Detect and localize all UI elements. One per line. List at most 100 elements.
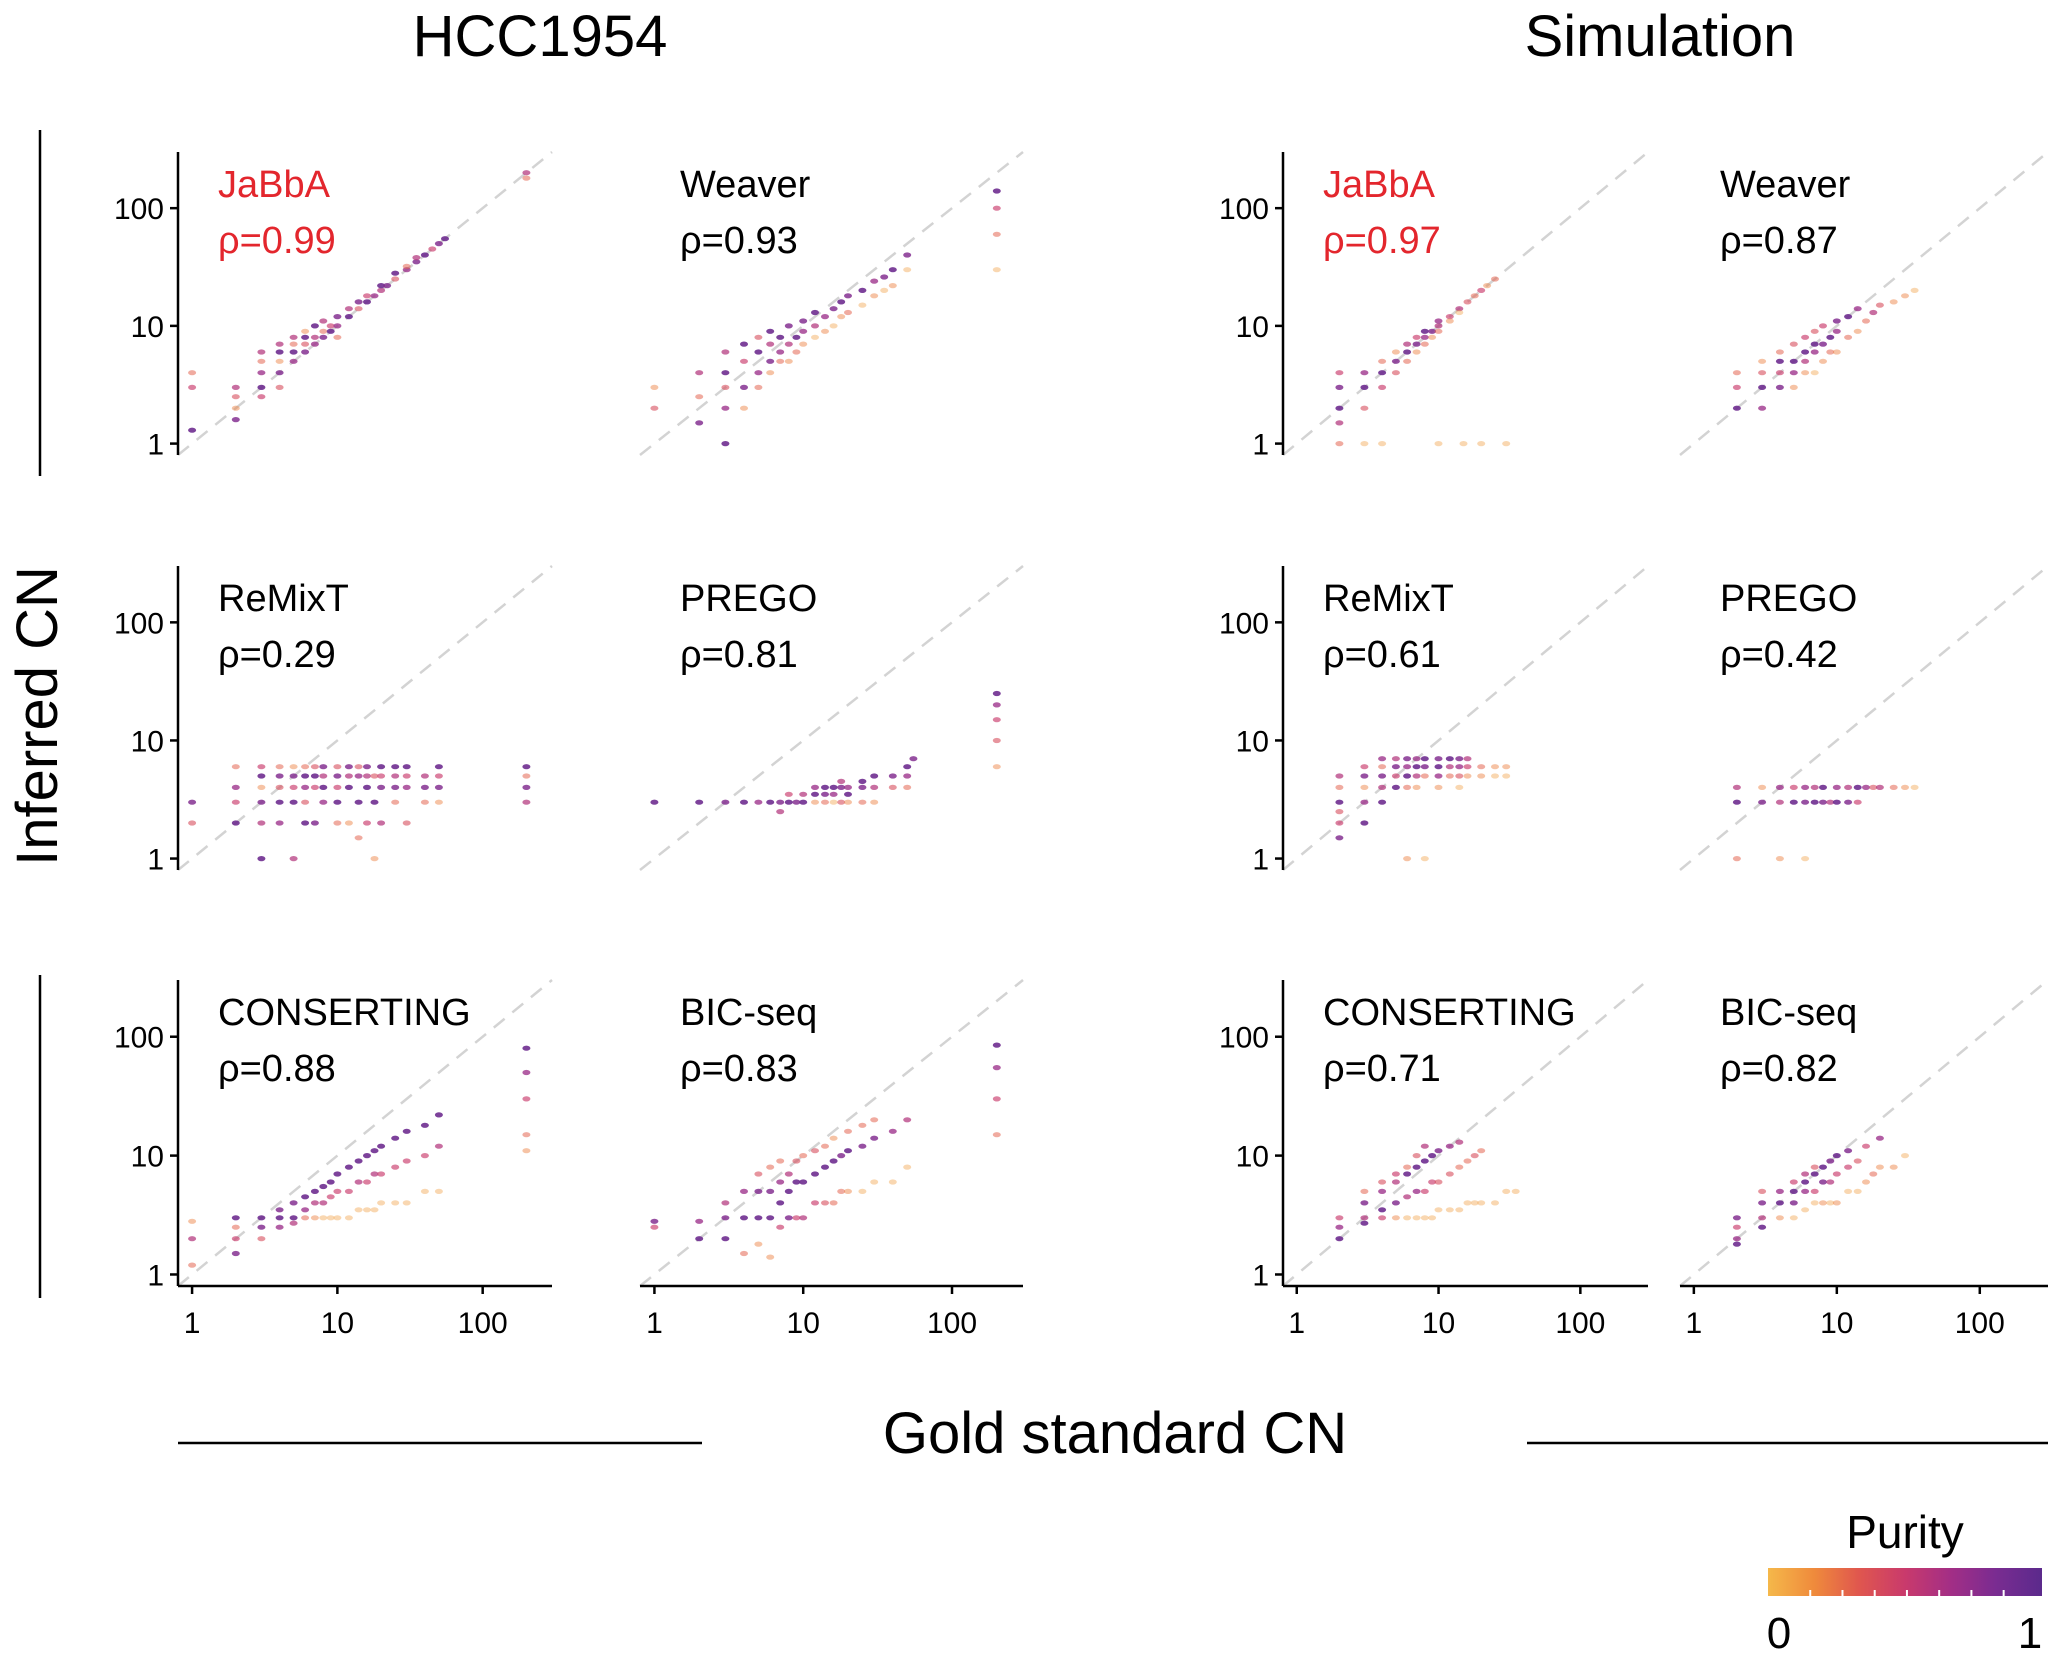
data-point — [1853, 1158, 1862, 1164]
data-point — [1732, 370, 1741, 376]
y-tick-label: 1 — [1252, 429, 1269, 462]
y-tick-label: 1 — [147, 1259, 164, 1292]
data-point — [1412, 784, 1421, 791]
data-point — [301, 328, 310, 334]
data-point — [354, 835, 363, 841]
data-point — [522, 784, 531, 791]
data-point — [1483, 283, 1492, 289]
data-point — [776, 1200, 785, 1206]
data-point — [370, 773, 379, 779]
data-point — [858, 287, 867, 293]
data-point — [522, 1045, 531, 1051]
data-point — [1403, 756, 1412, 762]
data-point — [776, 1158, 785, 1164]
data-point — [792, 349, 801, 355]
data-point — [766, 1164, 775, 1170]
data-point — [310, 764, 319, 770]
data-point — [1378, 370, 1387, 376]
data-point — [310, 341, 319, 347]
data-point — [821, 799, 829, 805]
data-point — [1412, 1188, 1421, 1194]
data-point — [420, 784, 429, 791]
x-tick-label: 1 — [1288, 1307, 1305, 1340]
data-point — [870, 293, 879, 299]
data-point — [370, 856, 379, 862]
data-point — [870, 1117, 879, 1123]
data-point — [1459, 441, 1468, 447]
x-tick-label: 1 — [1686, 1307, 1703, 1340]
identity-line — [177, 565, 553, 871]
points — [188, 1045, 531, 1268]
data-point — [1434, 441, 1443, 447]
data-point — [333, 314, 342, 320]
y-tick-label: 100 — [1219, 607, 1269, 640]
data-point — [383, 283, 392, 289]
data-point — [1491, 276, 1499, 282]
data-point — [766, 358, 775, 364]
data-point — [888, 283, 897, 289]
data-point — [1801, 1207, 1810, 1213]
data-point — [1810, 328, 1819, 334]
points — [1732, 784, 1919, 862]
data-point — [412, 255, 421, 261]
data-point — [319, 799, 328, 805]
data-point — [1844, 1164, 1853, 1170]
data-point — [1445, 764, 1454, 770]
data-point — [754, 384, 763, 390]
data-point — [821, 314, 829, 320]
data-point — [1455, 1139, 1464, 1145]
rho-label: ρ=0.61 — [1323, 634, 1441, 676]
data-point — [1801, 856, 1810, 862]
x-tick-label: 10 — [787, 1307, 820, 1340]
data-point — [992, 737, 1001, 744]
data-point — [1826, 349, 1835, 355]
data-point — [754, 334, 763, 340]
data-point — [1412, 764, 1421, 770]
data-point — [740, 799, 748, 805]
data-point — [1789, 1215, 1798, 1221]
data-point — [1832, 799, 1841, 805]
data-point — [377, 773, 386, 779]
data-point — [420, 252, 429, 258]
data-point — [1853, 784, 1862, 791]
data-point — [870, 799, 879, 805]
data-point — [1391, 784, 1400, 791]
data-point — [1826, 1200, 1835, 1206]
data-point — [1455, 756, 1464, 762]
data-point — [1491, 1200, 1499, 1206]
method-label: Weaver — [1720, 164, 1851, 206]
data-point — [333, 764, 342, 770]
data-point — [231, 799, 240, 805]
x-tick-label: 100 — [927, 1307, 977, 1340]
data-point — [1732, 799, 1741, 805]
data-point — [1502, 764, 1511, 770]
data-point — [1391, 358, 1400, 364]
data-point — [319, 1215, 328, 1221]
data-point — [333, 1215, 342, 1221]
data-point — [1463, 1200, 1472, 1206]
legend-colorbar — [1768, 1568, 2042, 1596]
data-point — [354, 1158, 363, 1164]
data-point — [695, 394, 704, 400]
data-point — [1910, 784, 1919, 791]
data-point — [784, 799, 793, 805]
data-point — [1434, 318, 1443, 324]
data-point — [289, 358, 298, 364]
y-tick-label: 100 — [1219, 1022, 1269, 1055]
data-point — [522, 799, 531, 805]
data-point — [811, 309, 819, 316]
data-point — [1360, 1215, 1369, 1221]
data-point — [766, 341, 775, 347]
method-label: ReMixT — [218, 578, 349, 620]
data-point — [740, 384, 748, 390]
data-point — [1434, 328, 1443, 334]
data-point — [721, 1215, 730, 1221]
x-tick-label: 100 — [458, 1307, 508, 1340]
x-tick-label: 1 — [646, 1307, 663, 1340]
data-point — [1428, 1215, 1437, 1221]
data-point — [377, 1171, 386, 1177]
data-point — [333, 820, 342, 826]
data-point — [231, 784, 240, 791]
panel-hcc1954-conserting: 1 10 100 1 10 100 CONSERTING ρ=0.88 — [114, 979, 553, 1340]
